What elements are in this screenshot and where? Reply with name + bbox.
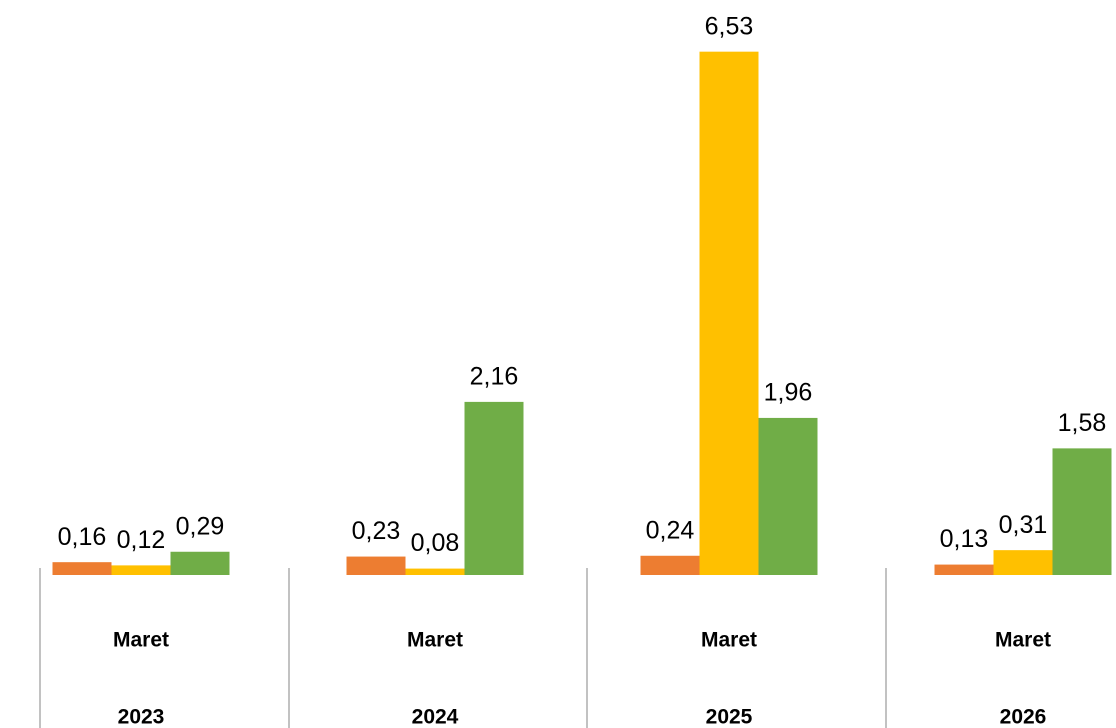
x-tick-label: Maret bbox=[701, 629, 757, 652]
value-label: 6,53 bbox=[705, 12, 754, 40]
value-label: 0,16 bbox=[58, 523, 107, 551]
value-label: 0,13 bbox=[940, 525, 989, 553]
value-label: 0,12 bbox=[117, 526, 166, 554]
bar bbox=[934, 564, 994, 575]
bar bbox=[993, 550, 1053, 575]
bar bbox=[405, 568, 465, 575]
bar bbox=[52, 562, 112, 575]
value-label: 2,16 bbox=[470, 363, 519, 391]
value-label: 0,08 bbox=[411, 529, 460, 557]
x-tick-label: Maret bbox=[407, 629, 463, 652]
value-label: 0,29 bbox=[176, 512, 225, 540]
value-label: 0,24 bbox=[646, 516, 695, 544]
x-tick-label: 2023 bbox=[118, 706, 165, 728]
bar bbox=[170, 551, 230, 575]
bar bbox=[111, 565, 171, 575]
bar bbox=[640, 555, 700, 575]
value-label: 1,96 bbox=[764, 379, 813, 407]
bar bbox=[464, 401, 524, 575]
bar bbox=[699, 51, 759, 576]
value-label: 1,58 bbox=[1058, 409, 1107, 437]
x-tick-label: 2024 bbox=[412, 706, 459, 728]
x-tick-label: Maret bbox=[995, 629, 1051, 652]
value-label: 0,23 bbox=[352, 517, 401, 545]
x-tick-label: Maret bbox=[113, 629, 169, 652]
x-tick-label: 2026 bbox=[1000, 706, 1047, 728]
bar bbox=[758, 417, 818, 575]
bar bbox=[346, 556, 406, 575]
x-tick-label: 2025 bbox=[706, 706, 753, 728]
bar bbox=[1052, 448, 1112, 575]
value-label: 0,31 bbox=[999, 511, 1048, 539]
